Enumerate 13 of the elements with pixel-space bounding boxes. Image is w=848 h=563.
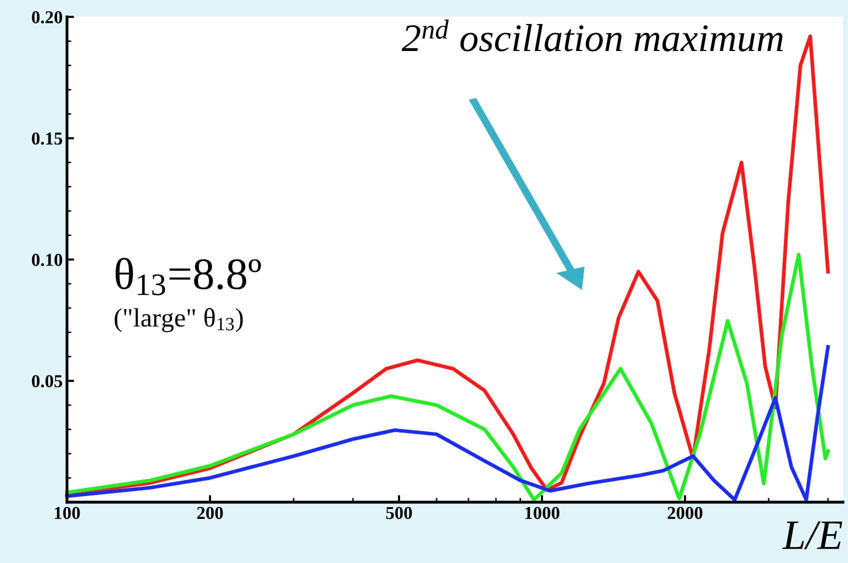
y-tick-label: 0.05 — [32, 375, 62, 388]
x-tick-label: 100 — [54, 506, 80, 520]
annotation: ("large" θ$_{13}$) — [114, 308, 243, 332]
annotation: θ$_{13}$=8.8º — [116, 258, 261, 296]
y-tick-label: 0.20 — [32, 11, 62, 24]
x-tick-label: 1000 — [525, 506, 560, 520]
x-tick-label: 200 — [197, 506, 223, 520]
y-tick-label: 0.15 — [32, 132, 62, 145]
x-tick-label: 500 — [386, 506, 412, 520]
y-tick-label: 0.10 — [32, 254, 62, 266]
x-axis-title: L/E — [782, 521, 842, 550]
annotation: 2$^{nd}$ oscillation maximum — [402, 20, 783, 52]
x-tick-label: 2000 — [668, 506, 702, 520]
